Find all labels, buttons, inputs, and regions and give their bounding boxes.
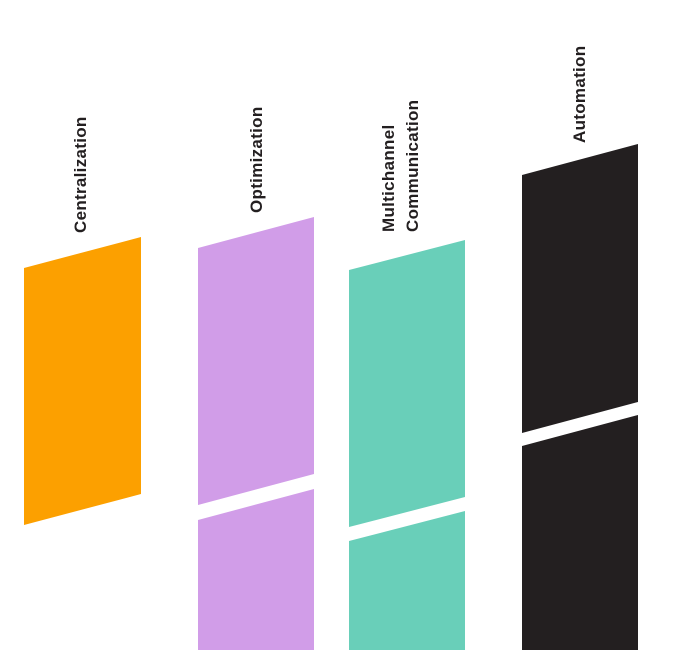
centralization-label: Centralization [71, 116, 90, 233]
optimization-segment-top [198, 217, 314, 505]
multichannel-communication-label: Multichannel Communication [379, 100, 422, 232]
column-centralization: Centralization [24, 116, 141, 525]
automation-segment-top [522, 144, 638, 433]
optimization-label: Optimization [247, 106, 266, 213]
column-multichannel-communication: Multichannel Communication [349, 100, 465, 650]
automation-label: Automation [570, 46, 589, 143]
multichannel-communication-segment-top [349, 240, 465, 527]
multichannel-communication-segment-bottom [349, 511, 465, 650]
column-automation: Automation [522, 46, 638, 650]
column-optimization: Optimization [198, 106, 314, 650]
optimization-segment-bottom [198, 489, 314, 650]
centralization-segment [24, 237, 141, 525]
automation-segment-bottom [522, 415, 638, 650]
